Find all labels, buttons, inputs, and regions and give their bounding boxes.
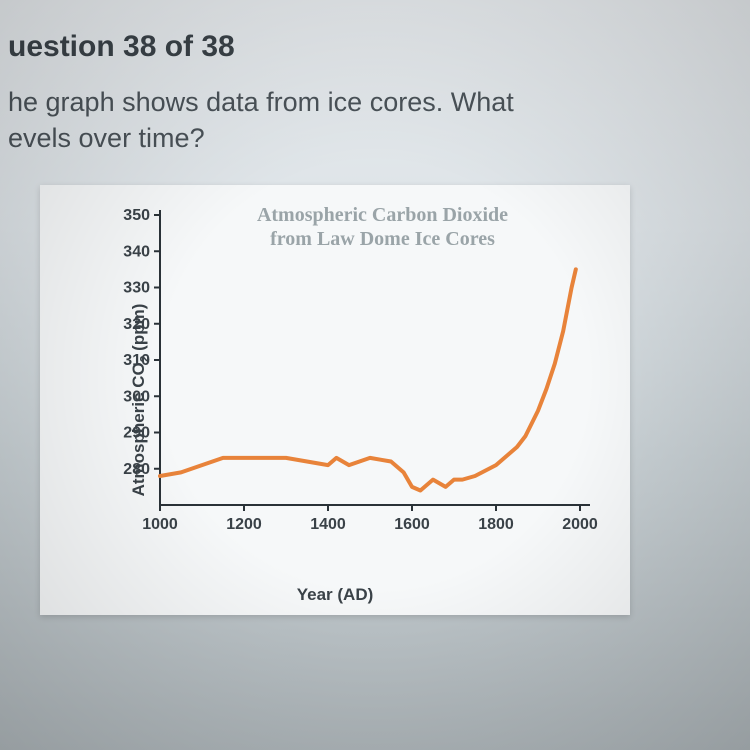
svg-text:1200: 1200: [226, 516, 262, 533]
svg-text:280: 280: [123, 461, 150, 478]
svg-text:1400: 1400: [310, 516, 346, 533]
svg-text:1600: 1600: [394, 516, 430, 533]
svg-text:330: 330: [123, 279, 150, 296]
svg-text:290: 290: [123, 424, 150, 441]
svg-text:340: 340: [123, 243, 150, 260]
svg-text:310: 310: [123, 352, 150, 369]
chart-plot-area: 2802903003103203303403501000120014001600…: [150, 205, 600, 545]
question-text: he graph shows data from ice cores. What…: [8, 84, 750, 157]
svg-text:1800: 1800: [478, 516, 514, 533]
question-line-1: he graph shows data from ice cores. What: [8, 87, 514, 117]
svg-text:320: 320: [123, 316, 150, 333]
chart-xlabel: Year (AD): [40, 585, 630, 605]
svg-text:350: 350: [123, 207, 150, 224]
question-number: uestion 38 of 38: [8, 30, 750, 64]
quiz-screen: uestion 38 of 38 he graph shows data fro…: [0, 0, 750, 750]
co2-chart: Atmospheric Carbon Dioxide from Law Dome…: [40, 185, 630, 615]
question-header: uestion 38 of 38 he graph shows data fro…: [0, 30, 750, 157]
chart-svg: 2802903003103203303403501000120014001600…: [150, 205, 600, 545]
question-line-2: evels over time?: [8, 123, 205, 153]
svg-text:1000: 1000: [142, 516, 178, 533]
svg-text:300: 300: [123, 388, 150, 405]
svg-text:2000: 2000: [562, 516, 598, 533]
